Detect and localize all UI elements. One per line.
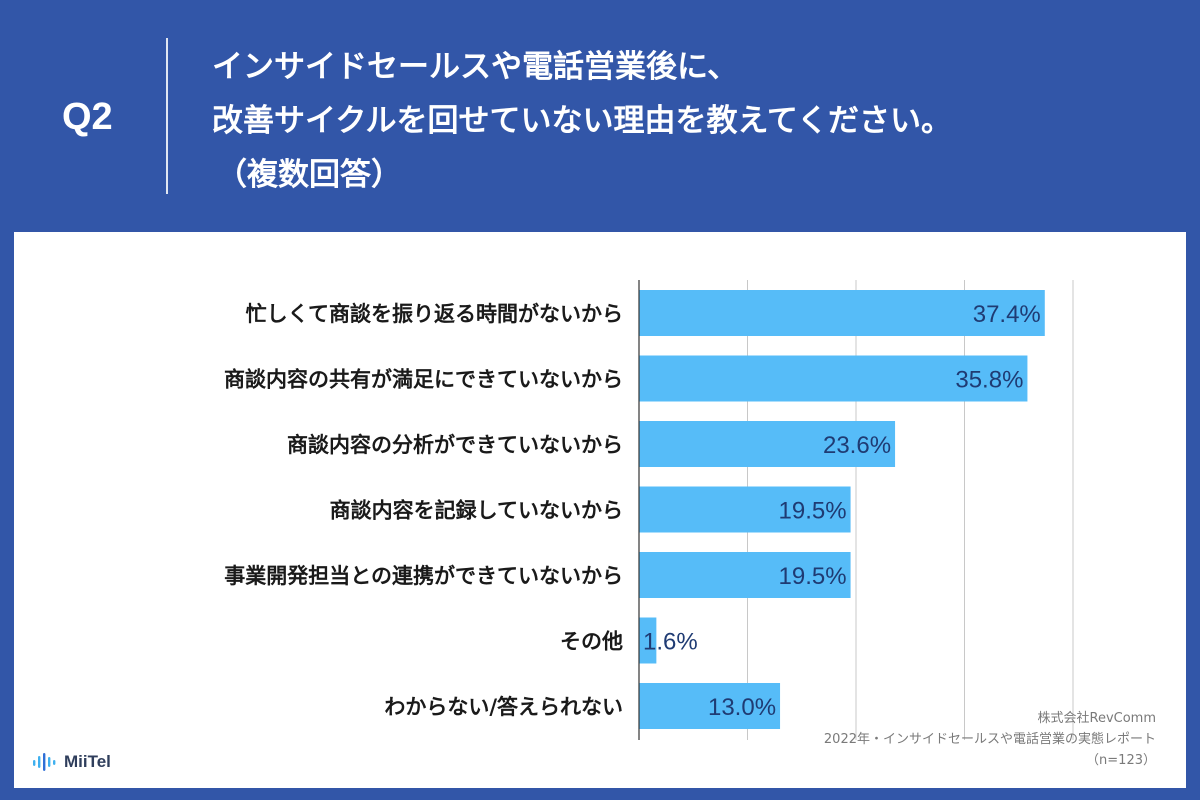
title-line-2: 改善サイクルを回せていない理由を教えてください。 [212,103,952,139]
category-label: 商談内容を記録していないから [330,499,623,523]
category-label: わからない/答えられない [384,695,623,719]
source-report: 2022年・インサイドセールスや電話営業の実態レポート [823,732,1156,747]
chart-panel: 忙しくて商談を振り返る時間がないから 37.4% 商談内容の共有が満足にできていない… [14,232,1186,788]
source-note: 株式会社RevComm 2022年・インサイドセールスや電話営業の実態レポート … [824,708,1156,771]
bar [639,421,896,467]
header: Q2 インサイドセールスや電話営業後に、 改善サイクルを回せていない理由を教えて… [0,0,1200,232]
title-line-3: （複数回答） [216,157,402,193]
category-label: その他 [560,630,623,654]
header-divider [166,38,168,194]
soundwave-icon [33,753,56,771]
bar [639,552,851,598]
bar-chart: 忙しくて商談を振り返る時間がないから 37.4% 商談内容の共有が満足にできていない… [224,280,1074,740]
value-label: 19.5% [779,498,847,525]
value-label: 23.6% [823,432,891,459]
question-number: Q2 [62,96,113,138]
source-company: 株式会社RevComm [1037,711,1157,726]
miitel-logo: MiiTel [32,752,111,772]
bar [639,617,657,664]
value-label: 13.0% [708,694,776,721]
logo-text: MiiTel [64,752,111,771]
category-label: 事業開発担当との連携ができていないから [224,564,623,588]
category-label: 忙しくて商談を振り返る時間がないから [246,302,623,326]
bar [639,290,1045,336]
source-sample: （n=123） [1086,753,1156,768]
value-label: 37.4% [973,301,1041,328]
value-label: 35.8% [955,367,1023,394]
page-title: インサイドセールスや電話営業後に、 改善サイクルを回せていない理由を教えてくださ… [212,40,952,202]
bar [639,683,781,729]
value-label: 19.5% [779,563,847,590]
title-line-1: インサイドセールスや電話営業後に、 [212,49,739,85]
value-label: 1.6% [643,629,698,656]
category-label: 商談内容の共有が満足にできていないから [224,368,623,392]
category-label: 商談内容の分析ができていないから [287,433,623,457]
bar [639,355,1028,402]
bar [639,486,851,533]
